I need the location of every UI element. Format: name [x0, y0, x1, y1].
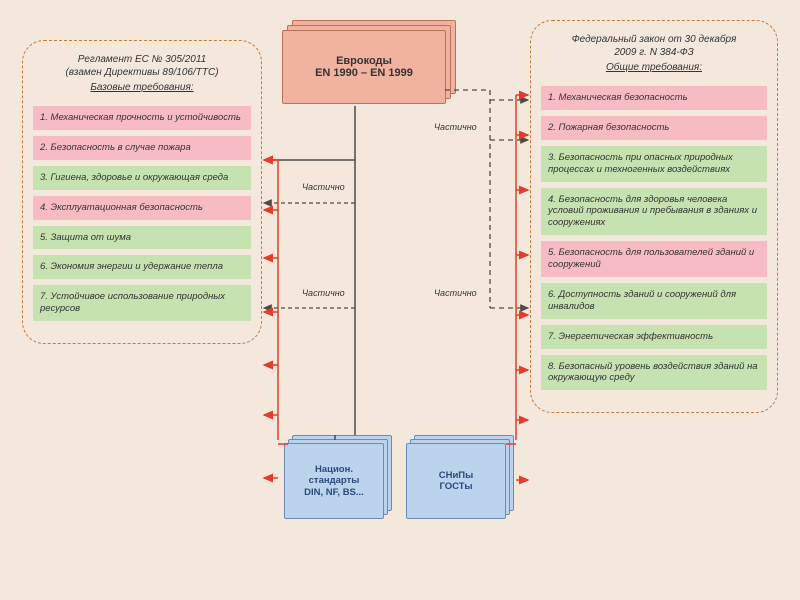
right-item: 4. Безопасность для здоровья человека ус… [541, 188, 767, 236]
right-panel-title: Федеральный закон от 30 декабря 2009 г. … [541, 33, 767, 80]
partial-label-3: Частично [432, 122, 479, 132]
bb1-l2: стандарты [309, 475, 360, 486]
right-item: 7. Энергетическая эффективность [541, 325, 767, 349]
snip-gost-docs: СНиПы ГОСТы [406, 435, 516, 521]
bb1-l3: DIN, NF, BS... [304, 487, 364, 498]
national-standards-docs: Национ. стандарты DIN, NF, BS... [284, 435, 394, 521]
right-item: 2. Пожарная безопасность [541, 116, 767, 140]
partial-label-1: Частично [300, 182, 347, 192]
bb2-l1: СНиПы [439, 470, 474, 481]
right-item: 6. Доступность зданий и сооружений для и… [541, 283, 767, 319]
bdoc-front2: СНиПы ГОСТы [406, 443, 506, 519]
left-title-l2: (взамен Директивы 89/106/ТТС) [65, 67, 218, 78]
eurocodes-title-1: Еврокоды [336, 55, 392, 67]
eurocodes-documents: Еврокоды EN 1990 – EN 1999 [282, 20, 458, 106]
right-item: 8. Безопасный уровень воздействия зданий… [541, 355, 767, 391]
left-panel-title: Регламент ЕС № 305/2011 (взамен Директив… [33, 53, 251, 100]
left-panel: Регламент ЕС № 305/2011 (взамен Директив… [22, 40, 262, 344]
left-item: 3. Гигиена, здоровье и окружающая среда [33, 166, 251, 190]
partial-label-4: Частично [432, 288, 479, 298]
right-panel: Федеральный закон от 30 декабря 2009 г. … [530, 20, 778, 413]
right-item: 1. Механическая безопасность [541, 86, 767, 110]
right-title-l2: 2009 г. N 384-ФЗ [614, 47, 694, 58]
bb2-l2: ГОСТы [439, 481, 472, 492]
left-item: 2. Безопасность в случае пожара [33, 136, 251, 160]
partial-label-2: Частично [300, 288, 347, 298]
left-item: 5. Защита от шума [33, 226, 251, 250]
left-title-u: Базовые требования: [37, 81, 247, 94]
doc-front: Еврокоды EN 1990 – EN 1999 [282, 30, 446, 104]
left-item: 6. Экономия энергии и удержание тепла [33, 255, 251, 279]
left-title-l1: Регламент ЕС № 305/2011 [78, 54, 206, 65]
eurocodes-title-2: EN 1990 – EN 1999 [315, 67, 413, 79]
right-item: 5. Безопасность для пользователей зданий… [541, 241, 767, 277]
bdoc-front: Национ. стандарты DIN, NF, BS... [284, 443, 384, 519]
right-title-l1: Федеральный закон от 30 декабря [572, 34, 737, 45]
left-item: 7. Устойчивое использование природных ре… [33, 285, 251, 321]
right-title-u: Общие требования: [545, 61, 763, 74]
left-item: 1. Механическая прочность и устойчивость [33, 106, 251, 130]
bb1-l1: Национ. [315, 464, 353, 475]
left-item: 4. Эксплуатационная безопасность [33, 196, 251, 220]
right-item: 3. Безопасность при опасных природных пр… [541, 146, 767, 182]
